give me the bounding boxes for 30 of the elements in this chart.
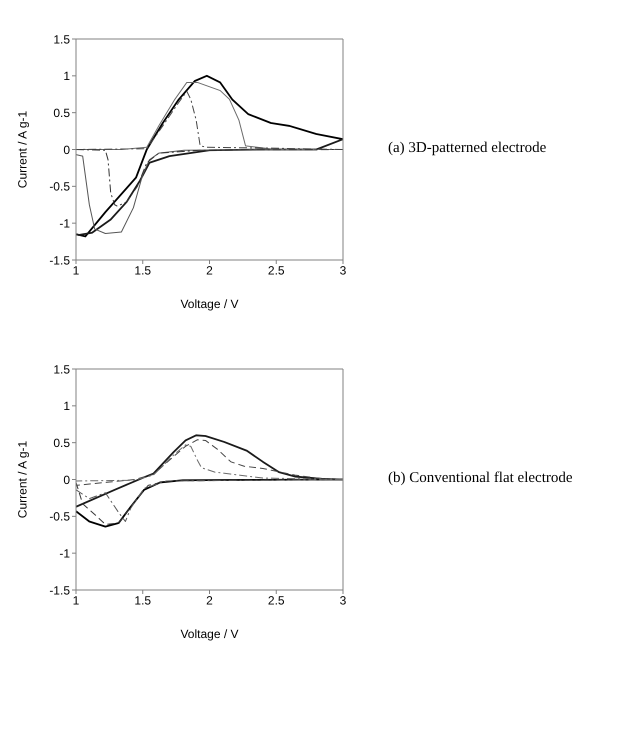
x-tick-label: 3 xyxy=(340,264,347,278)
y-tick-label: 0 xyxy=(63,472,70,487)
x-tick-label: 1 xyxy=(72,594,80,608)
y-axis-title: Current / A g-1 xyxy=(15,440,30,518)
y-tick-label: 1.5 xyxy=(53,32,70,46)
y-tick-label: -1.5 xyxy=(49,253,70,268)
x-tick-label: 2.5 xyxy=(268,264,285,278)
y-tick-label: 1 xyxy=(63,399,70,414)
y-tick-label: 0.5 xyxy=(53,436,70,450)
y-tick-label: 0 xyxy=(63,142,70,157)
x-axis-title: Voltage / V xyxy=(180,297,239,311)
y-axis-title: Current / A g-1 xyxy=(15,110,30,188)
y-tick-label: -1 xyxy=(59,546,70,560)
y-tick-label: -1 xyxy=(59,216,70,230)
text: (b) Conventional flat electrode xyxy=(388,470,573,486)
x-tick-label: 2 xyxy=(206,264,214,278)
text: (a) 3D-patterned electrode xyxy=(388,140,546,156)
y-tick-label: -1.5 xyxy=(49,583,70,598)
x-tick-label: 3 xyxy=(340,594,347,608)
y-tick-label: -0.5 xyxy=(49,180,70,194)
y-tick-label: 0.5 xyxy=(53,106,70,120)
y-tick-label: 1 xyxy=(63,69,70,84)
y-tick-label: 1.5 xyxy=(53,362,70,376)
x-tick-label: 1 xyxy=(72,264,80,278)
x-tick-label: 2 xyxy=(206,594,214,608)
y-tick-label: -0.5 xyxy=(49,510,70,524)
x-tick-label: 1.5 xyxy=(134,264,152,278)
x-axis-title: Voltage / V xyxy=(180,627,239,641)
x-tick-label: 2.5 xyxy=(268,594,285,608)
x-tick-label: 1.5 xyxy=(134,594,152,608)
